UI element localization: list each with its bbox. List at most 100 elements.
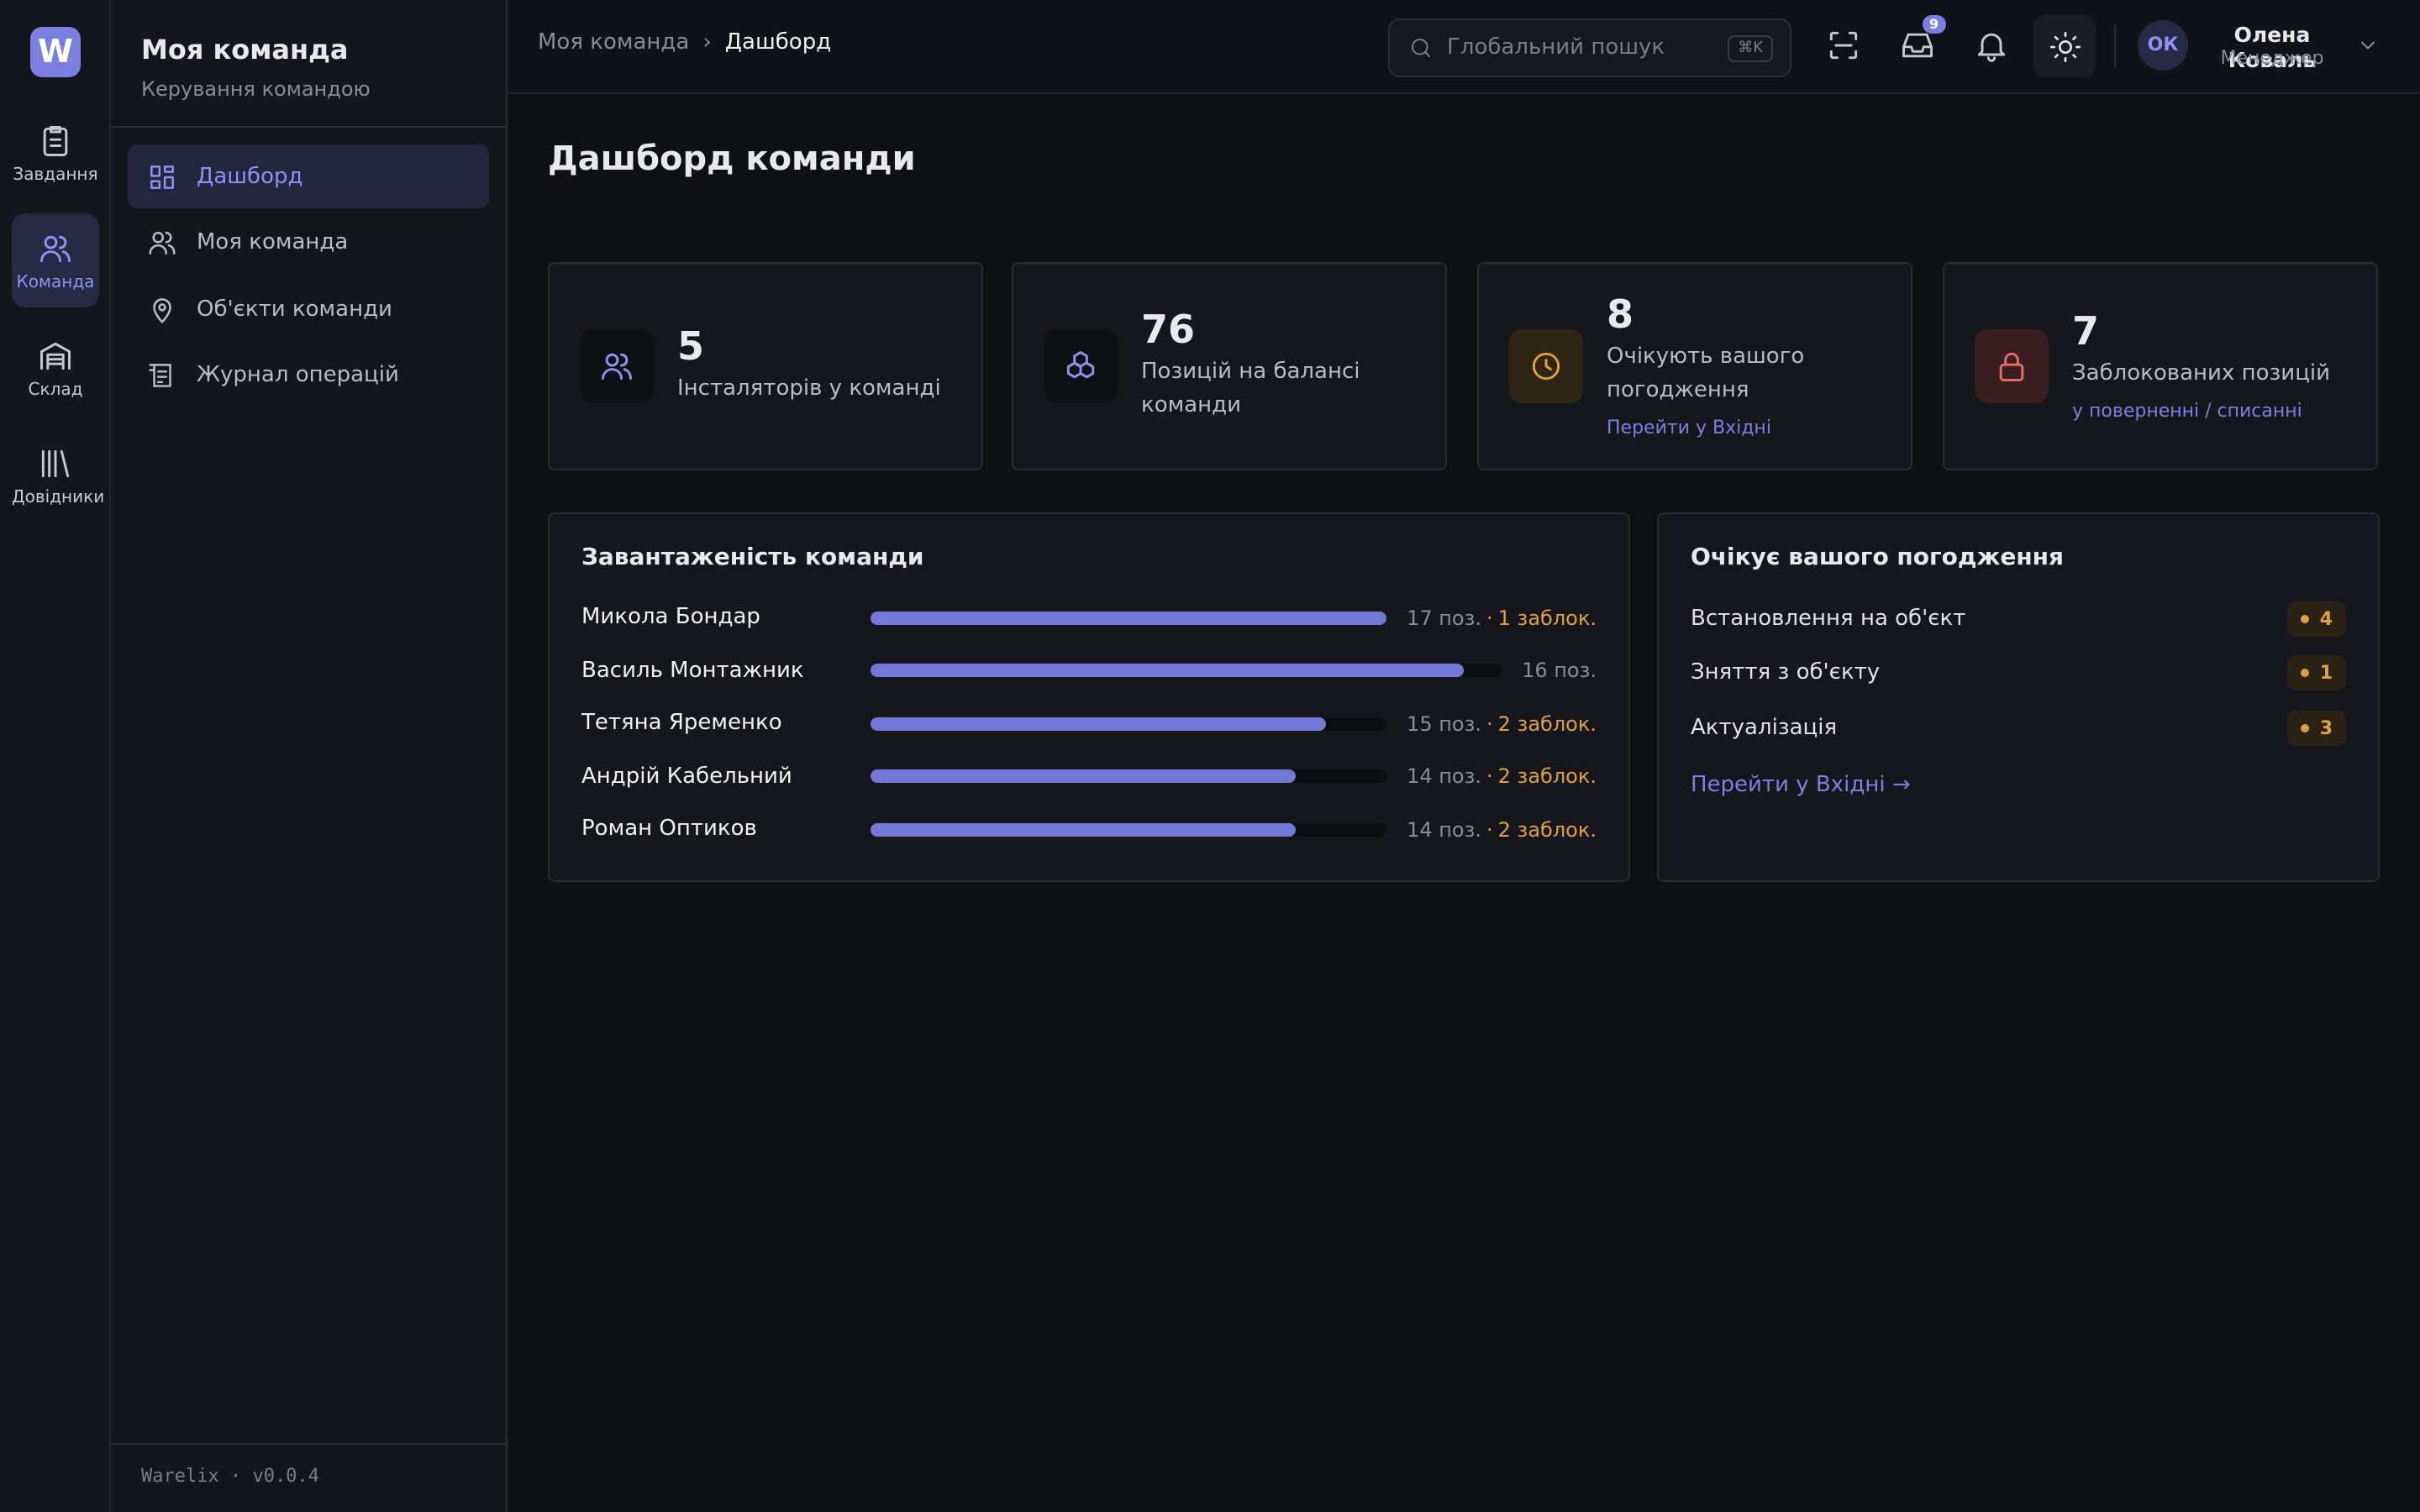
approval-count: 4 [2287,601,2346,637]
search-placeholder: Глобальний пошук [1447,35,1665,60]
stat-card: 76 Позицій на балансі команди [1012,262,1447,470]
nav-item[interactable]: Журнал операцій [128,344,489,408]
count: 4 [2319,607,2333,630]
inbox-button[interactable] [1899,27,1936,64]
workload-row: Микола Бондар 17 поз. · 1 заблок. [581,591,1597,644]
blocked-label: 1 заблок. [1497,606,1597,630]
logo[interactable]: W [30,27,81,77]
nav-item[interactable]: Дашборд [128,144,489,208]
workload-label: 14 поз. · 2 заблок. [1407,765,1597,789]
panel-title: Завантаженість команди [581,544,924,571]
sidebar: Моя команда Керування командою Warelix ·… [111,0,508,1512]
nav-label: Моя команда [197,230,349,256]
stat-card: 5 Інсталяторів у команді [548,262,983,470]
separator: · [1486,606,1493,630]
stat-link[interactable]: у поверненні / списанні [2072,400,2302,422]
avatar[interactable]: ОК [2138,20,2188,71]
version: Warelix · v0.0.4 [141,1465,319,1487]
value-label: 14 поз. [1407,817,1481,842]
approval-row[interactable]: Актуалізація 3 [1691,701,2346,755]
stat-icon-glyph [1532,352,1560,381]
approval-label: Зняття з об'єкту [1691,660,1881,686]
page-title: Дашборд команди [548,138,916,178]
workload-label: 16 поз. [1522,659,1597,683]
member-name: Роман Оптиков [581,816,757,843]
sun-icon [2049,31,2080,61]
rail-item[interactable]: Склад [12,321,99,415]
separator: · [1486,711,1493,736]
bar [871,611,1387,625]
stat-icon [1509,329,1583,403]
blocked-label: 2 заблок. [1497,817,1597,842]
separator: · [1486,764,1493,789]
workload-label: 15 поз. · 2 заблок. [1407,712,1597,736]
breadcrumb-current: Дашборд [724,30,832,55]
theme-toggle[interactable] [2033,15,2096,77]
dot [2301,614,2310,623]
nav-item[interactable]: Моя команда [128,211,489,275]
divider [111,126,506,128]
stat-icon-glyph [602,353,632,381]
panel-title: Очікує вашого погодження [1691,544,2065,571]
approval-count: 1 [2287,655,2346,691]
approval-label: Встановлення на об'єкт [1691,606,1966,632]
workload-label: 14 поз. · 2 заблок. [1407,818,1597,842]
stat-text: 8 Очікують вашого погодження Перейти у Вхі… [1607,294,1881,438]
bar-track [871,664,1502,678]
stat-text: 5 Інсталяторів у команді [677,326,941,407]
breadcrumb[interactable]: Моя команда [538,30,690,55]
count: 1 [2319,662,2333,685]
blocked-label: 2 заблок. [1497,764,1597,789]
user-menu-chevron[interactable] [2356,34,2380,57]
approval-row[interactable]: Зняття з об'єкту 1 [1691,646,2346,701]
value-label: 14 поз. [1407,764,1481,789]
breadcrumbs: Моя команда › Дашборд [538,30,831,55]
separator: · [1486,817,1493,842]
bar-track [871,769,1387,784]
notifications-button[interactable] [1973,27,2010,64]
stat-value: 7 [2072,311,2100,354]
scan-button[interactable] [1825,27,1862,64]
breadcrumb-separator: › [702,30,712,55]
user-name: Олена Коваль [2228,22,2317,72]
stat-value: 5 [677,326,705,370]
workload-panel: Завантаженість команди Микола Бондар 17 п… [548,512,1630,882]
stat-text: 76 Позицій на балансі команди [1141,309,1415,423]
rail-item[interactable]: Завдання [12,106,99,200]
workload-row: Роман Оптиков 14 поз. · 2 заблок. [581,803,1597,856]
rail-label: Команда [16,274,95,292]
nav-icon [150,165,174,188]
shortcut: ⌘K [1728,34,1773,61]
bar [871,717,1326,731]
bar [871,822,1296,837]
rail-label: Завдання [13,166,98,185]
sidebar-title: Моя команда [141,34,349,66]
rail-item[interactable]: Довідники [12,428,105,522]
rail-icon [41,449,70,478]
divider [111,1443,506,1445]
inbox-link[interactable]: Перейти у Вхідні → [1691,772,1911,797]
approval-label: Актуалізація [1691,715,1838,741]
value-label: 17 поз. [1407,606,1481,630]
stat-icon-glyph [1999,352,2024,381]
search[interactable]: Глобальний пошук ⌘K [1388,18,1791,77]
rail-label: Склад [28,381,83,400]
sidebar-subtitle: Керування командою [141,77,371,101]
nav-item[interactable]: Об'єкти команди [128,277,489,341]
user-role: Менеджер [2220,47,2324,69]
icon-rail: W Завдання Команда Склад Довідники [0,0,111,1512]
rail-item[interactable]: Команда [12,213,99,307]
rail-icon [40,235,71,263]
bar-track [871,717,1387,731]
stat-label: Заблокованих позицій [2072,361,2331,386]
bar [871,769,1296,784]
rail-label: Довідники [12,489,105,507]
stat-link[interactable]: Перейти у Вхідні [1607,417,1771,438]
approval-row[interactable]: Встановлення на об'єкт 4 [1691,591,2346,646]
stat-icon [1044,329,1118,403]
stat-icon-glyph [1066,351,1095,379]
stat-label: Позицій на балансі команди [1141,360,1360,418]
nav-label: Дашборд [197,164,303,189]
inbox-badge: 9 [1923,15,1946,34]
